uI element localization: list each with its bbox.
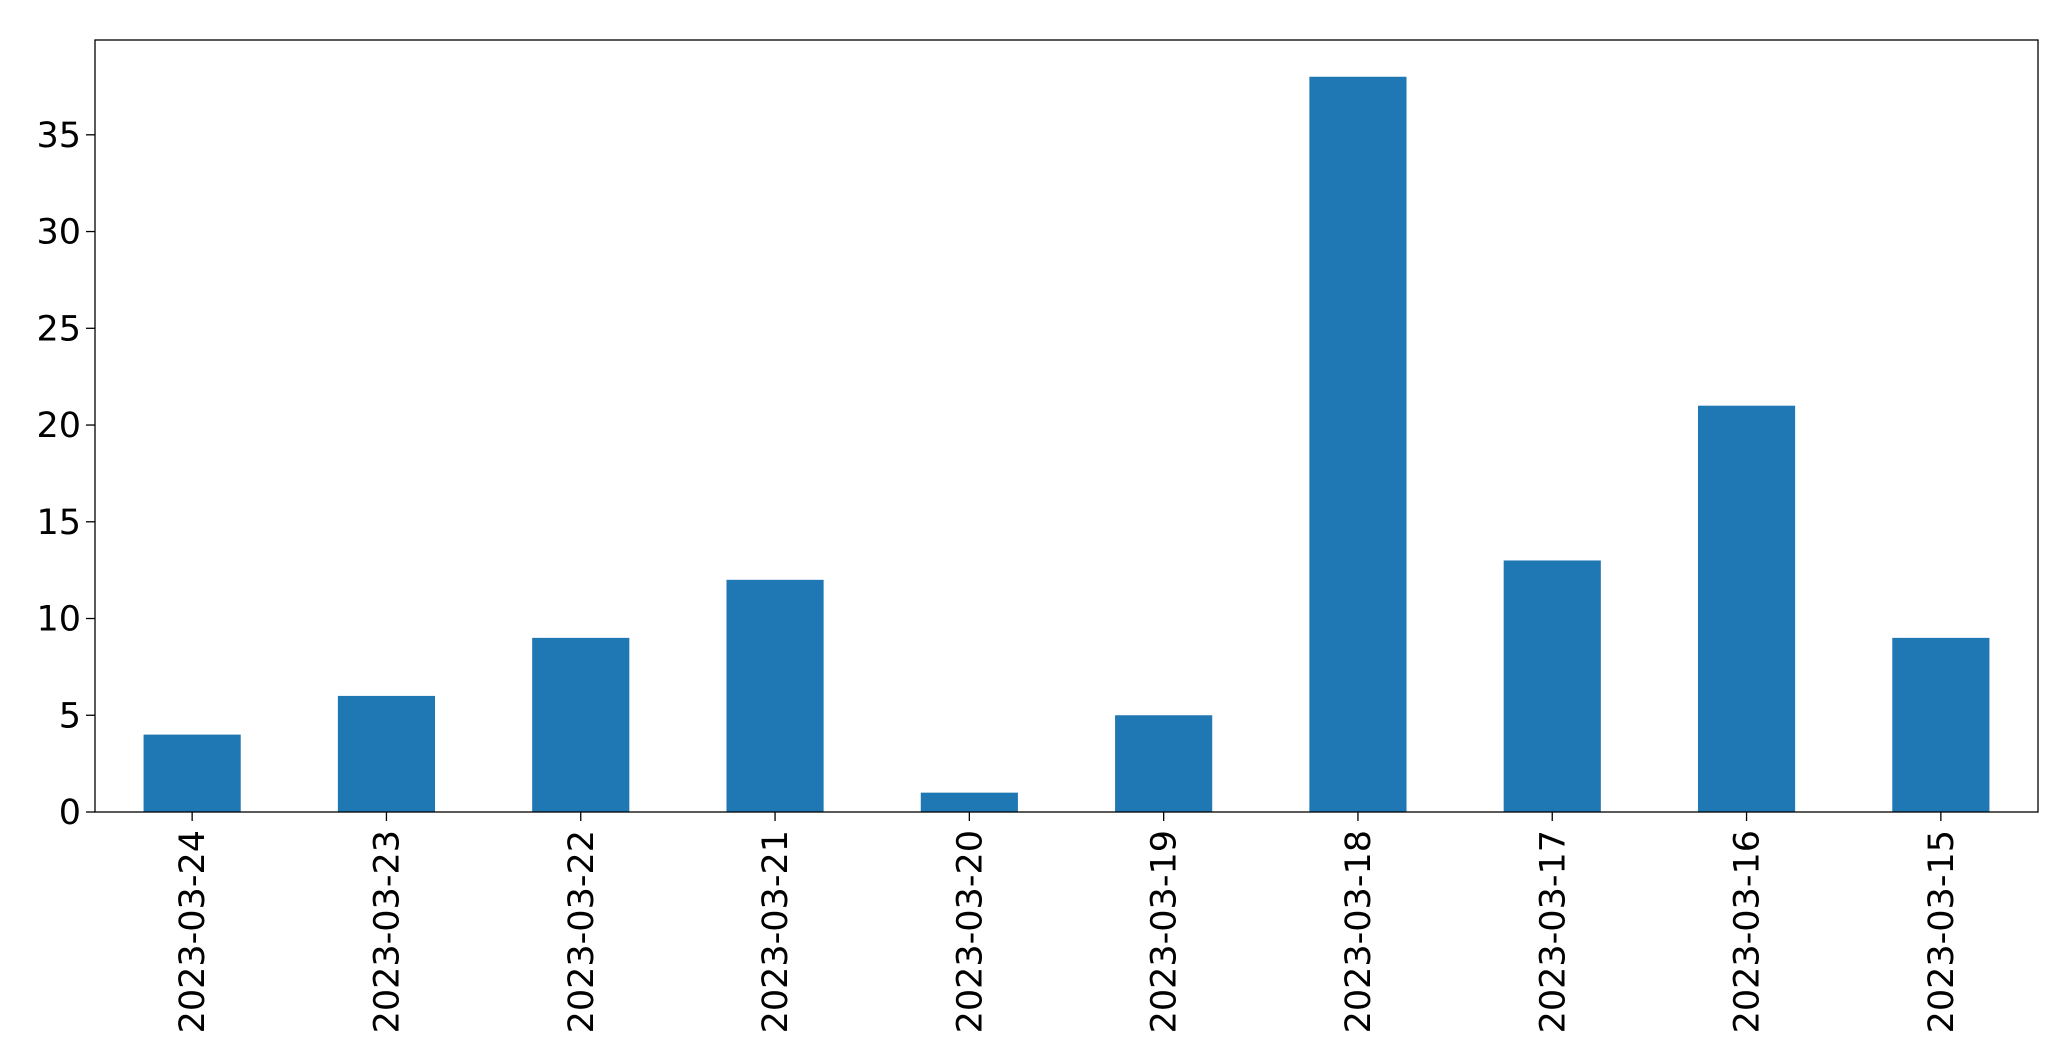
y-tick-label: 35 [36, 116, 81, 156]
bar-2023-03-17 [1503, 560, 1601, 812]
bar-2023-03-21 [726, 579, 824, 812]
x-tick-label: 2023-03-21 [756, 830, 796, 1033]
bar-2023-03-15 [1892, 637, 1990, 812]
bar-2023-03-22 [532, 637, 630, 812]
y-tick-label: 10 [36, 600, 81, 640]
y-tick-label: 20 [36, 406, 81, 446]
y-tick-label: 0 [59, 793, 81, 833]
y-tick-label: 25 [36, 309, 81, 349]
plot-frame [94, 39, 2039, 813]
bar-2023-03-19 [1115, 715, 1213, 812]
x-axis: 2023-03-24 2023-03-23 2023-03-22 2023-03-21… [173, 812, 1962, 1033]
y-tick-label: 15 [36, 503, 81, 543]
bar-2023-03-18 [1309, 76, 1407, 812]
bar-2023-03-20 [920, 792, 1018, 812]
x-tick-label: 2023-03-16 [1728, 830, 1768, 1033]
bar-2023-03-16 [1697, 405, 1796, 812]
bar-2023-03-23 [337, 695, 436, 812]
x-tick-label: 2023-03-24 [173, 830, 213, 1033]
x-tick-label: 2023-03-20 [950, 830, 990, 1033]
y-tick-label: 30 [36, 213, 81, 253]
x-tick-label: 2023-03-22 [562, 830, 602, 1033]
y-tick-label: 5 [59, 696, 81, 736]
bar-2023-03-24 [143, 734, 241, 812]
x-tick-label: 2023-03-15 [1922, 830, 1962, 1033]
y-axis: 0 5 10 15 20 25 30 35 [36, 116, 95, 833]
x-tick-label: 2023-03-18 [1339, 830, 1379, 1033]
x-tick-label: 2023-03-23 [367, 830, 407, 1033]
bars-group [143, 76, 1990, 812]
x-tick-label: 2023-03-19 [1145, 830, 1185, 1033]
x-tick-label: 2023-03-17 [1533, 830, 1573, 1033]
